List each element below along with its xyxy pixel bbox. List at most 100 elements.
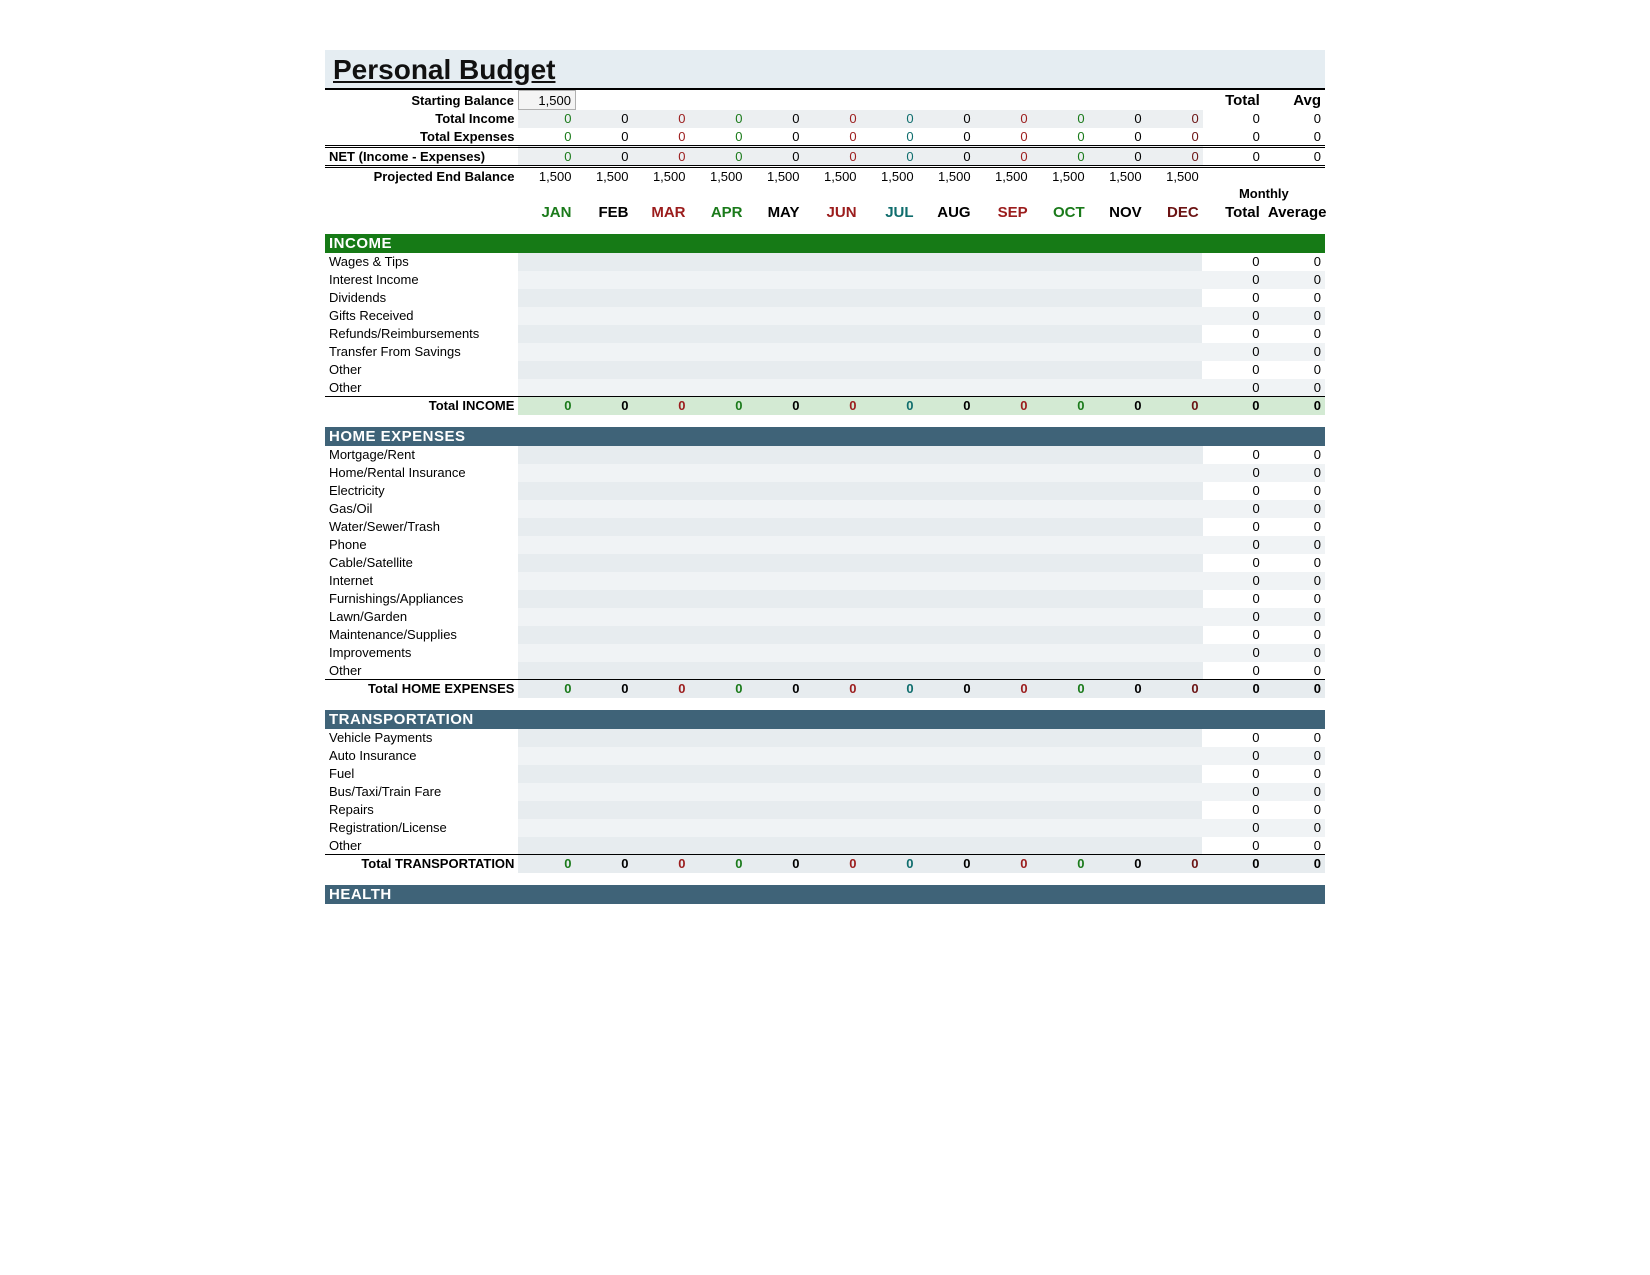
item-cell[interactable] bbox=[747, 482, 804, 500]
item-cell[interactable] bbox=[803, 379, 860, 397]
item-cell[interactable] bbox=[632, 464, 689, 482]
item-cell[interactable] bbox=[1089, 626, 1146, 644]
item-cell[interactable] bbox=[689, 343, 746, 361]
item-cell[interactable] bbox=[804, 662, 861, 680]
item-cell[interactable] bbox=[861, 518, 918, 536]
item-cell[interactable] bbox=[1031, 837, 1088, 855]
item-cell[interactable] bbox=[804, 626, 861, 644]
item-cell[interactable] bbox=[860, 307, 917, 325]
item-cell[interactable] bbox=[1032, 554, 1089, 572]
item-cell[interactable] bbox=[746, 819, 803, 837]
item-cell[interactable] bbox=[746, 361, 803, 379]
item-cell[interactable] bbox=[918, 554, 975, 572]
item-cell[interactable] bbox=[1031, 747, 1088, 765]
item-cell[interactable] bbox=[1145, 765, 1202, 783]
item-cell[interactable] bbox=[1031, 271, 1088, 289]
item-cell[interactable] bbox=[1031, 379, 1088, 397]
item-cell[interactable] bbox=[575, 765, 632, 783]
item-cell[interactable] bbox=[860, 253, 917, 271]
item-cell[interactable] bbox=[917, 307, 974, 325]
item-cell[interactable] bbox=[1088, 819, 1145, 837]
item-cell[interactable] bbox=[632, 500, 689, 518]
item-cell[interactable] bbox=[975, 644, 1032, 662]
item-cell[interactable] bbox=[1089, 590, 1146, 608]
item-cell[interactable] bbox=[1031, 289, 1088, 307]
item-cell[interactable] bbox=[1146, 536, 1203, 554]
item-cell[interactable] bbox=[918, 536, 975, 554]
item-cell[interactable] bbox=[803, 765, 860, 783]
item-cell[interactable] bbox=[1145, 343, 1202, 361]
item-cell[interactable] bbox=[689, 590, 746, 608]
item-cell[interactable] bbox=[804, 608, 861, 626]
item-cell[interactable] bbox=[860, 361, 917, 379]
item-cell[interactable] bbox=[1032, 644, 1089, 662]
item-cell[interactable] bbox=[689, 307, 746, 325]
item-cell[interactable] bbox=[975, 626, 1032, 644]
item-cell[interactable] bbox=[747, 554, 804, 572]
item-cell[interactable] bbox=[975, 662, 1032, 680]
item-cell[interactable] bbox=[518, 590, 575, 608]
item-cell[interactable] bbox=[632, 307, 689, 325]
item-cell[interactable] bbox=[861, 482, 918, 500]
item-cell[interactable] bbox=[974, 819, 1031, 837]
item-cell[interactable] bbox=[632, 662, 689, 680]
item-cell[interactable] bbox=[1031, 343, 1088, 361]
item-cell[interactable] bbox=[747, 500, 804, 518]
item-cell[interactable] bbox=[518, 500, 575, 518]
item-cell[interactable] bbox=[575, 271, 632, 289]
item-cell[interactable] bbox=[689, 626, 746, 644]
item-cell[interactable] bbox=[917, 729, 974, 747]
item-cell[interactable] bbox=[632, 747, 689, 765]
item-cell[interactable] bbox=[1145, 837, 1202, 855]
item-cell[interactable] bbox=[1088, 729, 1145, 747]
item-cell[interactable] bbox=[974, 801, 1031, 819]
item-cell[interactable] bbox=[632, 626, 689, 644]
item-cell[interactable] bbox=[1089, 500, 1146, 518]
item-cell[interactable] bbox=[1088, 289, 1145, 307]
item-cell[interactable] bbox=[518, 783, 575, 801]
item-cell[interactable] bbox=[917, 343, 974, 361]
item-cell[interactable] bbox=[1146, 572, 1203, 590]
item-cell[interactable] bbox=[746, 765, 803, 783]
item-cell[interactable] bbox=[861, 500, 918, 518]
item-cell[interactable] bbox=[1145, 783, 1202, 801]
item-cell[interactable] bbox=[689, 253, 746, 271]
item-cell[interactable] bbox=[747, 662, 804, 680]
item-cell[interactable] bbox=[746, 729, 803, 747]
item-cell[interactable] bbox=[689, 379, 746, 397]
item-cell[interactable] bbox=[803, 837, 860, 855]
item-cell[interactable] bbox=[1145, 289, 1202, 307]
item-cell[interactable] bbox=[917, 783, 974, 801]
item-cell[interactable] bbox=[689, 572, 746, 590]
item-cell[interactable] bbox=[1088, 361, 1145, 379]
item-cell[interactable] bbox=[803, 271, 860, 289]
item-cell[interactable] bbox=[746, 325, 803, 343]
item-cell[interactable] bbox=[632, 253, 689, 271]
item-cell[interactable] bbox=[1088, 783, 1145, 801]
item-cell[interactable] bbox=[860, 747, 917, 765]
item-cell[interactable] bbox=[974, 325, 1031, 343]
item-cell[interactable] bbox=[746, 271, 803, 289]
item-cell[interactable] bbox=[575, 307, 632, 325]
item-cell[interactable] bbox=[632, 819, 689, 837]
item-cell[interactable] bbox=[917, 819, 974, 837]
item-cell[interactable] bbox=[689, 482, 746, 500]
item-cell[interactable] bbox=[975, 518, 1032, 536]
item-cell[interactable] bbox=[975, 446, 1032, 464]
item-cell[interactable] bbox=[575, 572, 632, 590]
item-cell[interactable] bbox=[632, 518, 689, 536]
item-cell[interactable] bbox=[1145, 801, 1202, 819]
item-cell[interactable] bbox=[1146, 446, 1203, 464]
item-cell[interactable] bbox=[974, 271, 1031, 289]
item-cell[interactable] bbox=[861, 554, 918, 572]
item-cell[interactable] bbox=[518, 662, 575, 680]
item-cell[interactable] bbox=[1032, 446, 1089, 464]
item-cell[interactable] bbox=[632, 343, 689, 361]
item-cell[interactable] bbox=[575, 325, 632, 343]
item-cell[interactable] bbox=[518, 729, 575, 747]
item-cell[interactable] bbox=[689, 783, 746, 801]
item-cell[interactable] bbox=[917, 747, 974, 765]
item-cell[interactable] bbox=[1032, 590, 1089, 608]
item-cell[interactable] bbox=[803, 361, 860, 379]
item-cell[interactable] bbox=[1145, 747, 1202, 765]
